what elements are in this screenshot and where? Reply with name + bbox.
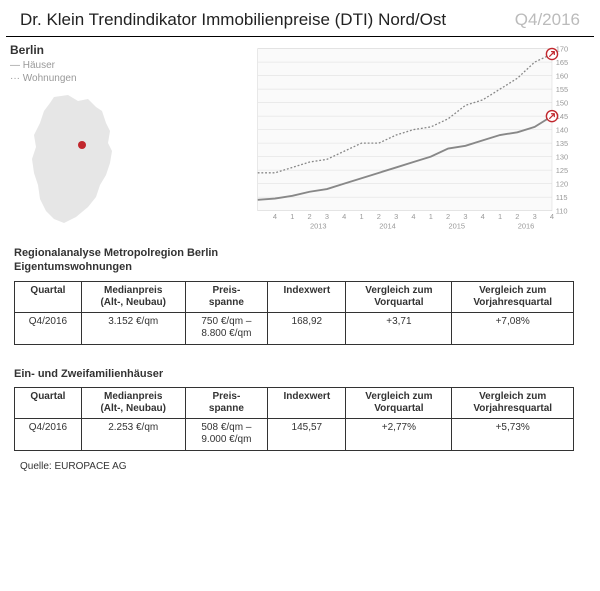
section-wohnungen: Regionalanalyse Metropolregion Berlin Ei…: [0, 242, 600, 281]
chart-legend: — Häuser ··· Wohnungen: [10, 59, 240, 85]
svg-text:4: 4: [342, 212, 346, 221]
svg-text:3: 3: [325, 212, 329, 221]
svg-text:120: 120: [556, 179, 568, 188]
svg-text:110: 110: [556, 206, 568, 215]
svg-text:4: 4: [411, 212, 415, 221]
city-marker: [78, 141, 86, 149]
svg-text:135: 135: [556, 139, 568, 148]
svg-text:165: 165: [556, 58, 568, 67]
trend-chart: 1101151201251301351401451501551601651704…: [246, 43, 590, 242]
col-quartal: Quartal: [15, 281, 82, 312]
svg-text:4: 4: [550, 212, 554, 221]
svg-text:125: 125: [556, 166, 568, 175]
col-index: Indexwert: [268, 387, 346, 418]
col-vj: Vergleich zumVorjahresquartal: [452, 387, 574, 418]
svg-text:1: 1: [359, 212, 363, 221]
svg-text:2: 2: [377, 212, 381, 221]
svg-text:1: 1: [429, 212, 433, 221]
svg-text:3: 3: [394, 212, 398, 221]
svg-text:155: 155: [556, 85, 568, 94]
col-vq: Vergleich zumVorquartal: [346, 387, 452, 418]
svg-text:2015: 2015: [448, 221, 465, 230]
svg-text:2: 2: [308, 212, 312, 221]
svg-text:160: 160: [556, 71, 568, 80]
sec-title-haeuser: Ein- und Zweifamilienhäuser: [14, 367, 586, 381]
col-spanne: Preis-spanne: [185, 281, 268, 312]
sec-title-l1: Regionalanalyse Metropolregion Berlin: [14, 246, 586, 260]
city-name: Berlin: [10, 43, 240, 57]
svg-text:2013: 2013: [310, 221, 327, 230]
legend-solid: — Häuser: [10, 59, 240, 72]
page-title: Dr. Klein Trendindikator Immobilienpreis…: [20, 10, 446, 30]
svg-text:2: 2: [515, 212, 519, 221]
svg-text:130: 130: [556, 152, 568, 161]
table-wohnungen: Quartal Medianpreis(Alt-, Neubau) Preis-…: [14, 281, 574, 345]
svg-text:4: 4: [273, 212, 277, 221]
table-haeuser: Quartal Medianpreis(Alt-, Neubau) Preis-…: [14, 387, 574, 451]
svg-text:150: 150: [556, 98, 568, 107]
table-row: Q4/2016 3.152 €/qm 750 €/qm –8.800 €/qm …: [15, 312, 574, 344]
svg-text:3: 3: [533, 212, 537, 221]
top-row: Berlin — Häuser ··· Wohnungen 1101151201…: [0, 37, 600, 242]
section-haeuser: Ein- und Zweifamilienhäuser: [0, 363, 600, 387]
svg-text:3: 3: [463, 212, 467, 221]
svg-text:4: 4: [481, 212, 485, 221]
germany-silhouette: [32, 95, 112, 223]
period-label: Q4/2016: [515, 10, 580, 30]
svg-text:140: 140: [556, 125, 568, 134]
germany-map: [10, 89, 240, 242]
col-vj: Vergleich zumVorjahresquartal: [452, 281, 574, 312]
col-index: Indexwert: [268, 281, 346, 312]
page-header: Dr. Klein Trendindikator Immobilienpreis…: [6, 0, 594, 37]
svg-text:1: 1: [290, 212, 294, 221]
svg-text:1: 1: [498, 212, 502, 221]
col-spanne: Preis-spanne: [185, 387, 268, 418]
svg-text:2016: 2016: [518, 221, 535, 230]
sec-title-l2: Eigentumswohnungen: [14, 260, 586, 274]
col-median: Medianpreis(Alt-, Neubau): [81, 387, 185, 418]
table-row: Q4/2016 2.253 €/qm 508 €/qm –9.000 €/qm …: [15, 418, 574, 450]
svg-text:115: 115: [556, 193, 568, 202]
legend-dotted: ··· Wohnungen: [10, 72, 240, 85]
source-label: Quelle: EUROPACE AG: [0, 455, 600, 478]
region-block: Berlin — Häuser ··· Wohnungen: [10, 43, 240, 242]
col-median: Medianpreis(Alt-, Neubau): [81, 281, 185, 312]
col-quartal: Quartal: [15, 387, 82, 418]
svg-text:2014: 2014: [379, 221, 396, 230]
col-vq: Vergleich zumVorquartal: [346, 281, 452, 312]
svg-text:2: 2: [446, 212, 450, 221]
